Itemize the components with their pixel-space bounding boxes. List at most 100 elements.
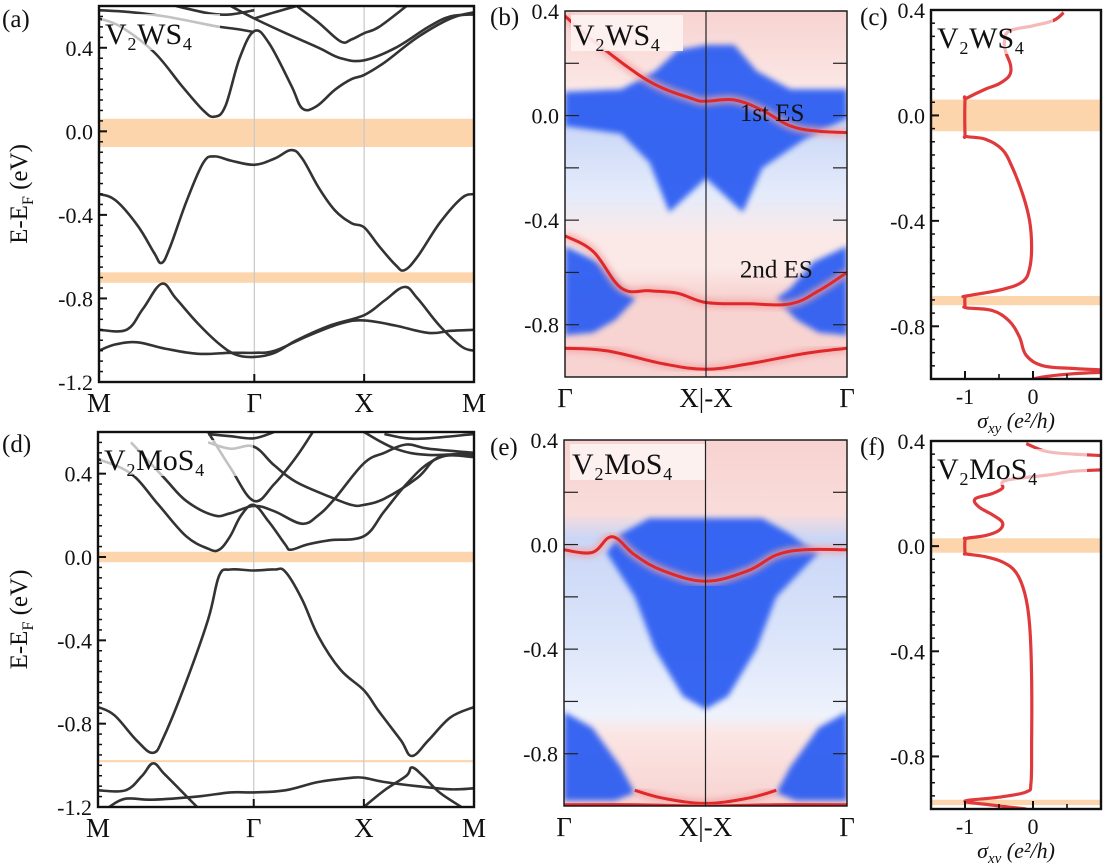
gap-band [931,799,1101,806]
k-point-label: X|-X [679,812,733,842]
k-point-label: Γ [557,383,573,413]
y-axis-label-unit: (eV) [6,144,33,196]
y-tick-label: -0.8 [524,313,559,338]
x-tick-label: 0 [1028,814,1039,839]
y-tick-label: -0.8 [58,286,93,311]
x-axis-label-main: σ [977,838,989,863]
gap-band [98,551,474,563]
bulk-state-region [565,246,636,336]
gap-band [99,118,474,147]
k-point-label: X|-X [679,383,733,413]
axes-frame [97,4,476,384]
band-line [98,762,199,807]
k-point-label: Γ [556,812,572,842]
band-line [363,766,463,807]
k-point-label: M [462,388,486,418]
k-point-label: X [354,813,374,843]
material-title: V₂WS₄ [937,22,1025,55]
plot-area [99,6,474,382]
axes-frame [929,8,1103,381]
y-tick-label: -0.4 [524,208,559,233]
band-line [230,6,474,63]
gap-band [98,760,474,763]
y-tick-label: 0.4 [898,429,926,454]
edge-state-annotation: 2nd ES [740,257,813,284]
band-line [130,441,474,526]
y-axis-label-main: E-E [6,205,33,244]
hall-conductance-line [962,468,1101,809]
gap-band [931,295,1101,306]
band-line [175,6,255,16]
y-tick-label: 0.0 [531,533,559,558]
panel-label: (a) [2,6,30,33]
y-axis-label: E-EF (eV) [6,570,37,670]
y-tick-label: -0.4 [58,203,93,228]
y-tick-label: -1.2 [57,795,92,820]
k-point-label: Γ [247,388,263,418]
band-line [99,148,474,272]
gap-band [931,99,1101,132]
gap-band [931,538,1101,553]
x-axis-label-main: σ [977,408,989,433]
y-tick-label: -0.4 [57,628,92,653]
panel-label: (d) [2,431,31,458]
y-tick-label: -0.8 [890,314,925,339]
band-line [207,432,275,440]
x-tick-label: -1 [956,384,974,409]
material-title: V₂MoS₄ [572,448,673,481]
edge-state-line [564,535,847,583]
y-axis-label-sub: F [20,196,37,205]
x-axis-label: σxy (e²/h) [977,838,1055,863]
x-axis-label-unit: (e²/h) [1001,838,1055,863]
y-tick-label: 0.0 [532,104,560,129]
bulk-state-region [564,711,635,801]
edge-state-line [564,803,847,806]
y-tick-label: 0.0 [65,545,93,570]
y-axis-label-sub: F [20,622,37,631]
k-point-label: Γ [839,383,855,413]
title-background [935,18,1053,54]
y-axis-label-main: E-E [6,631,33,670]
x-tick-label: -1 [956,814,974,839]
panel-label: (b) [490,4,519,31]
band-line [99,319,474,356]
y-tick-label: -0.4 [890,639,925,664]
plot-area [931,442,1101,809]
y-tick-label: -1.2 [58,370,93,395]
band-line [363,432,474,457]
band-line [98,567,474,758]
y-tick-label: -0.4 [890,209,925,234]
material-title: V₂WS₄ [105,18,193,51]
gap-band [99,272,474,283]
y-tick-label: 0.4 [531,428,559,453]
y-tick-label: 0.0 [66,119,94,144]
edge-state-annotation: 1st ES [740,100,805,127]
plot-area [931,11,1101,379]
band-line [384,432,474,441]
axes-frame [564,10,848,378]
k-point-label: M [462,813,486,843]
y-tick-label: 0.4 [65,462,93,487]
panel-b-edge-spectrum: V₂WS₄ 1st ES 2nd ES 0.4 0.0 -0.4 -0.8 Γ X|-X Γ (b) [490,0,855,413]
edge-state-line [565,234,847,307]
panel-label: (f) [860,434,885,461]
y-tick-label: -0.8 [57,712,92,737]
y-tick-label: 0.4 [66,36,94,61]
x-axis-label-unit: (e²/h) [1001,408,1055,433]
title-background [102,14,220,50]
hall-conductance-line [961,11,1101,372]
material-title: V₂MoS₄ [104,444,205,477]
title-background [570,444,706,480]
k-point-label: X [354,388,374,418]
y-tick-label: 0.4 [532,0,560,24]
k-point-label: Γ [246,813,262,843]
bulk-state-region [776,711,847,801]
axes-frame [563,439,848,807]
k-point-label: M [87,388,111,418]
panel-label: (e) [490,434,518,461]
y-tick-label: -0.8 [890,744,925,769]
